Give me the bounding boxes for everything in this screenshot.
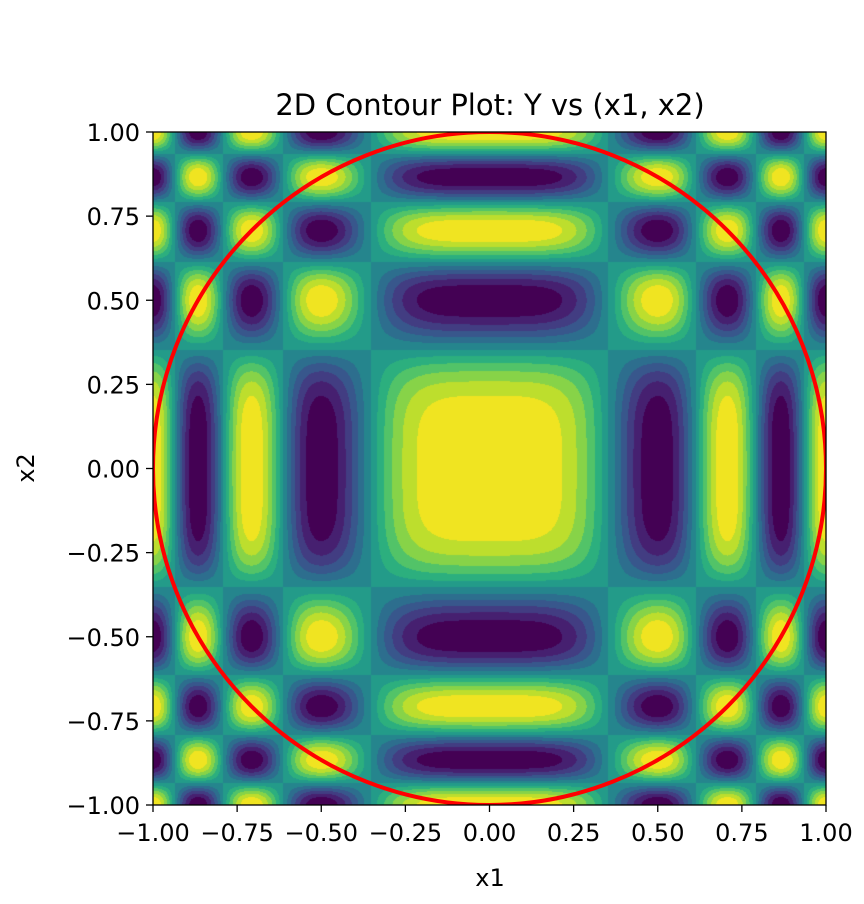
x-axis: −1.00 −0.75 −0.50 −0.25 0.00 0.25 0.50 0.75 1.00 [116,805,853,847]
x-tick-label: 1.00 [799,819,852,847]
y-tick-label: 0.00 [87,456,140,484]
x-tick-label: 0.25 [547,819,600,847]
x-tick-label: −0.25 [369,819,443,847]
y-tick-label: 0.25 [87,371,140,399]
x-tick-label: 0.50 [631,819,684,847]
x-tick-label: 0.75 [715,819,768,847]
contour-field [153,132,826,805]
y-tick-label: 0.50 [87,287,140,315]
x-tick-label: −1.00 [116,819,190,847]
chart-title: 2D Contour Plot: Y vs (x1, x2) [275,88,704,122]
y-tick-label: −0.75 [66,708,140,736]
y-tick-label: −0.25 [66,540,140,568]
x-tick-label: −0.75 [200,819,274,847]
y-tick-label: 0.75 [87,203,140,231]
y-axis: −1.00 −0.75 −0.50 −0.25 0.00 0.25 0.50 0.75 1.00 [66,119,153,820]
x-axis-label: x1 [475,864,504,892]
x-tick-label: −0.50 [284,819,358,847]
y-axis-label: x2 [12,453,40,482]
x-tick-label: 0.00 [463,819,516,847]
y-tick-label: −0.50 [66,624,140,652]
y-tick-label: −1.00 [66,792,140,820]
y-tick-label: 1.00 [87,119,140,147]
